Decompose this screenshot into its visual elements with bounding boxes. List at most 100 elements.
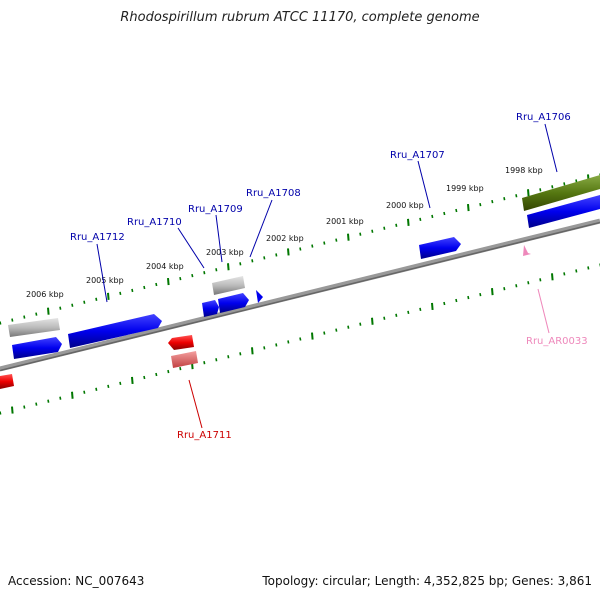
feature-cds-rru-a1710[interactable] [202, 300, 219, 317]
tick-minor [215, 268, 218, 272]
tick-minor [395, 223, 398, 227]
gene-label-rru-a1706[interactable]: Rru_A1706 [516, 112, 571, 123]
tick-minor [0, 411, 2, 415]
tick-major [251, 347, 254, 355]
tick-minor [479, 292, 482, 297]
tick-minor [95, 387, 98, 391]
tick-minor [23, 315, 26, 319]
tick-minor [119, 381, 122, 386]
accession-label: Accession: NC_007643 [8, 574, 145, 588]
genome-backbone [0, 218, 600, 372]
feature-trna-rru-ar0033[interactable] [523, 245, 531, 256]
tick-minor [95, 297, 98, 301]
feature-rrna[interactable] [522, 175, 600, 211]
tick-minor [239, 262, 242, 266]
tick-minor [119, 291, 122, 296]
tick-minor [587, 266, 590, 270]
tick-minor [455, 298, 458, 303]
tick-minor [275, 253, 278, 257]
tick-row-upper [0, 173, 600, 325]
tick-minor [467, 295, 470, 300]
ruler-label: 1998 kbp [505, 166, 543, 175]
gene-label-rru-a1711[interactable]: Rru_A1711 [177, 430, 232, 441]
feature-pseudo-1[interactable] [8, 318, 60, 337]
feature-cds-rru-a1707[interactable] [419, 237, 461, 259]
tick-minor [419, 307, 422, 312]
gene-label-rru-a1708[interactable]: Rru_A1708 [246, 188, 301, 199]
tick-major [167, 277, 170, 286]
tick-minor [479, 202, 482, 207]
tick-major [227, 263, 230, 271]
tick-minor [23, 405, 26, 409]
tick-major [287, 248, 290, 256]
tick-minor [443, 301, 446, 306]
tick-minor [107, 384, 110, 389]
tick-minor [575, 269, 578, 273]
ruler-label: 2001 kbp [326, 217, 364, 226]
tick-minor [143, 285, 146, 290]
tick-minor [311, 244, 314, 248]
feature-cds-reverse-left[interactable] [0, 374, 14, 389]
tick-major [467, 203, 470, 212]
tick-minor [71, 303, 74, 307]
gene-label-rru-ar0033[interactable]: Rru_AR0033 [526, 336, 588, 347]
gene-label-rru-a1710[interactable]: Rru_A1710 [127, 217, 182, 228]
tick-minor [155, 282, 158, 287]
tick-minor [527, 281, 530, 285]
tick-minor [203, 271, 206, 275]
gene-label-rru-a1707[interactable]: Rru_A1707 [390, 150, 445, 161]
tick-major [527, 189, 530, 197]
feature-cds-rru-a1709[interactable] [218, 293, 249, 313]
tick-major [491, 288, 494, 296]
tick-minor [395, 313, 398, 317]
tick-minor [83, 300, 86, 304]
tick-minor [563, 182, 566, 186]
tick-minor [503, 197, 506, 201]
feature-cds-1[interactable] [12, 337, 62, 359]
tick-major [551, 273, 554, 281]
gene-label-rru-a1709[interactable]: Rru_A1709 [188, 204, 243, 215]
tick-minor [491, 199, 494, 204]
gene-label-rru-a1712[interactable]: Rru_A1712 [70, 232, 125, 243]
tick-minor [179, 366, 182, 371]
feature-pseudo-2[interactable] [212, 276, 245, 295]
tick-minor [455, 208, 458, 213]
feature-cds-rru-a1708[interactable] [256, 290, 263, 303]
ruler-label: 2006 kbp [26, 290, 64, 299]
tick-minor [203, 361, 206, 365]
tick-major [71, 391, 74, 399]
ruler-label: 2000 kbp [386, 201, 424, 210]
tick-minor [155, 372, 158, 377]
ruler-label: 2005 kbp [86, 276, 124, 285]
tick-minor [11, 318, 14, 322]
tick-minor [323, 241, 326, 245]
feature-cds-rru-a1706[interactable] [527, 195, 600, 228]
tick-major [347, 233, 350, 241]
tick-minor [239, 352, 242, 356]
tick-minor [383, 316, 386, 320]
feature-cds-rru-a1712[interactable] [68, 314, 162, 348]
tick-minor [191, 273, 194, 278]
leader-lines [96, 123, 558, 429]
tick-minor [503, 287, 506, 291]
tick-minor [251, 259, 254, 263]
tick-minor [539, 188, 542, 192]
tick-minor [515, 194, 518, 198]
feature-cds-rru-a1711[interactable] [168, 335, 194, 350]
tick-minor [359, 232, 362, 236]
ruler-labels: 2006 kbp 2005 kbp 2004 kbp 2003 kbp 2002 kbp… [26, 166, 543, 299]
tick-minor [407, 310, 410, 315]
tick-minor [0, 321, 2, 325]
tick-minor [575, 179, 578, 183]
tick-minor [299, 337, 302, 341]
ruler-label: 2002 kbp [266, 234, 304, 243]
tick-minor [335, 328, 338, 332]
tick-major [11, 406, 14, 414]
feature-pseudo-rru-a1711[interactable] [171, 351, 198, 368]
tick-minor [287, 340, 290, 344]
tick-major [311, 332, 314, 340]
tick-major [407, 218, 410, 226]
tick-minor [563, 272, 566, 276]
tick-minor [335, 238, 338, 242]
